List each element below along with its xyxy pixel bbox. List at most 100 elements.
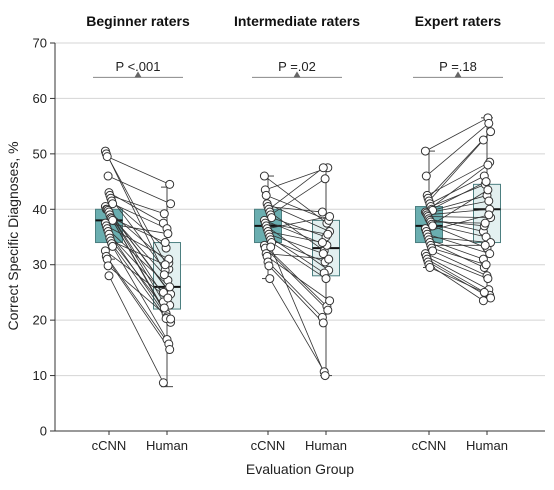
pair-line — [429, 267, 485, 293]
data-point-ccnn — [420, 146, 430, 156]
y-axis-label: Correct Specific Diagnoses, % — [5, 141, 21, 330]
pair-line — [109, 195, 165, 215]
pair-line — [425, 189, 489, 230]
x-category-label: Human — [146, 438, 188, 453]
pair-line — [106, 208, 170, 264]
pair-line — [431, 181, 487, 210]
data-point-human — [324, 254, 334, 264]
pair-line — [432, 195, 488, 211]
pair-line — [269, 211, 325, 252]
pair-line — [267, 261, 323, 318]
data-point-human — [160, 238, 170, 248]
y-tick-label: 0 — [40, 424, 47, 439]
data-point-ccnn — [103, 261, 113, 271]
data-point-human — [165, 179, 175, 189]
pair-line — [425, 164, 489, 213]
panel-0: Beginner raters P <.001 cCNN Human — [86, 13, 190, 453]
pair-line — [271, 217, 327, 238]
p-value-label: P =.02 — [278, 59, 316, 74]
x-category-label: cCNN — [412, 438, 447, 453]
y-tick-label: 20 — [33, 313, 47, 328]
pair-line — [109, 214, 165, 275]
y-tick-label: 30 — [33, 257, 47, 272]
data-point-human — [325, 211, 335, 221]
pair-line — [270, 178, 326, 216]
panel-title: Expert raters — [415, 13, 502, 29]
pair-line — [432, 225, 488, 249]
pair-line — [266, 195, 329, 221]
panel-title: Beginner raters — [86, 13, 190, 29]
data-point-ccnn — [102, 152, 112, 162]
y-tick-label: 60 — [33, 91, 47, 106]
pair-line — [429, 175, 485, 205]
pair-line — [425, 253, 489, 279]
pair-line — [425, 117, 489, 152]
pair-line — [268, 265, 324, 324]
panel-title: Intermediate raters — [234, 13, 360, 29]
pair-line — [266, 253, 329, 260]
data-point-human — [483, 185, 493, 195]
y-tick-label: 10 — [33, 368, 47, 383]
p-value-label: P =.18 — [439, 59, 477, 74]
pair-line — [430, 183, 486, 207]
pair-line — [107, 265, 171, 320]
data-point-human — [166, 199, 176, 209]
data-point-human — [323, 229, 333, 239]
pair-line — [106, 225, 169, 260]
pair-line — [428, 139, 484, 202]
y-tick-label: 70 — [33, 36, 47, 51]
data-point-human — [484, 118, 494, 128]
data-point-ccnn — [266, 242, 276, 252]
data-point-human — [486, 127, 496, 137]
data-point-ccnn — [265, 274, 275, 284]
data-point-human — [321, 274, 331, 284]
pair-line — [432, 250, 488, 277]
data-point-human — [478, 296, 488, 306]
pair-line — [266, 203, 330, 232]
pair-line — [111, 243, 167, 319]
data-point-human — [158, 378, 168, 388]
data-point-human — [479, 287, 489, 297]
data-point-ccnn — [425, 262, 435, 272]
data-point-ccnn — [104, 271, 114, 281]
pair-line — [110, 217, 166, 243]
pair-line — [111, 200, 167, 249]
pair-line — [108, 211, 164, 303]
data-point-human — [318, 249, 328, 259]
pair-line — [269, 278, 325, 372]
data-point-human — [484, 196, 494, 206]
pair-line — [431, 247, 487, 266]
data-point-ccnn — [259, 171, 269, 181]
pair-line — [267, 231, 323, 243]
data-point-human — [159, 303, 169, 313]
pair-line — [107, 175, 171, 205]
data-point-human — [325, 296, 335, 306]
x-category-label: cCNN — [251, 438, 286, 453]
data-point-human — [481, 260, 491, 270]
data-point-human — [484, 210, 494, 220]
pair-line — [110, 240, 166, 266]
pair-line — [105, 256, 170, 345]
data-point-human — [163, 229, 173, 239]
data-point-human — [480, 240, 490, 250]
pair-line — [267, 216, 330, 230]
pair-line — [106, 228, 170, 288]
data-point-ccnn — [421, 171, 431, 181]
pair-line — [268, 233, 324, 255]
data-point-ccnn — [261, 190, 271, 200]
data-point-human — [480, 218, 490, 228]
data-point-ccnn — [108, 241, 118, 251]
data-point-human — [483, 274, 493, 284]
pair-line — [108, 192, 164, 224]
data-point-human — [160, 260, 170, 270]
pair-line — [105, 222, 168, 235]
pair-line — [426, 214, 489, 232]
data-point-human — [481, 177, 491, 187]
pair-line — [431, 223, 487, 238]
data-point-human — [165, 282, 175, 292]
pair-line — [112, 220, 168, 318]
data-point-human — [320, 371, 330, 381]
data-point-human — [323, 305, 333, 315]
pair-line — [265, 222, 328, 235]
